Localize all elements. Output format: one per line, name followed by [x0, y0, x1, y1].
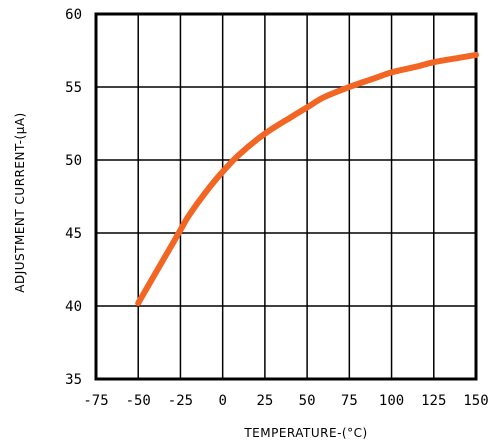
y-tick-label: 60: [65, 7, 82, 23]
grid: [96, 14, 476, 379]
x-tick-label: -50: [126, 393, 151, 409]
x-tick-label: 0: [218, 393, 226, 409]
x-tick-label: 150: [463, 393, 488, 409]
x-tick-label: 125: [421, 393, 446, 409]
x-tick-label: 50: [299, 393, 316, 409]
y-axis-title: ADJUSTMENT CURRENT-(μA): [13, 112, 27, 292]
y-tick-label: 45: [65, 226, 82, 242]
y-tick-label: 35: [65, 372, 82, 388]
x-tick-label: 75: [341, 393, 358, 409]
x-tick-label: 100: [379, 393, 404, 409]
x-tick-label: -75: [83, 393, 108, 409]
x-tick-label: 25: [256, 393, 273, 409]
y-tick-label: 40: [65, 299, 82, 315]
y-tick-label: 50: [65, 153, 82, 169]
plot-frame: [94, 12, 478, 381]
series-line: [135, 51, 479, 307]
series-layer: [135, 51, 479, 307]
y-tick-label: 55: [65, 80, 82, 96]
x-tick-label: -25: [168, 393, 193, 409]
x-axis-title: TEMPERATURE-(°C): [243, 426, 367, 440]
tick-labels: -75 -50 -25 0 25 50 75 100 125 150 35 40 45 50 55 60: [65, 7, 489, 409]
